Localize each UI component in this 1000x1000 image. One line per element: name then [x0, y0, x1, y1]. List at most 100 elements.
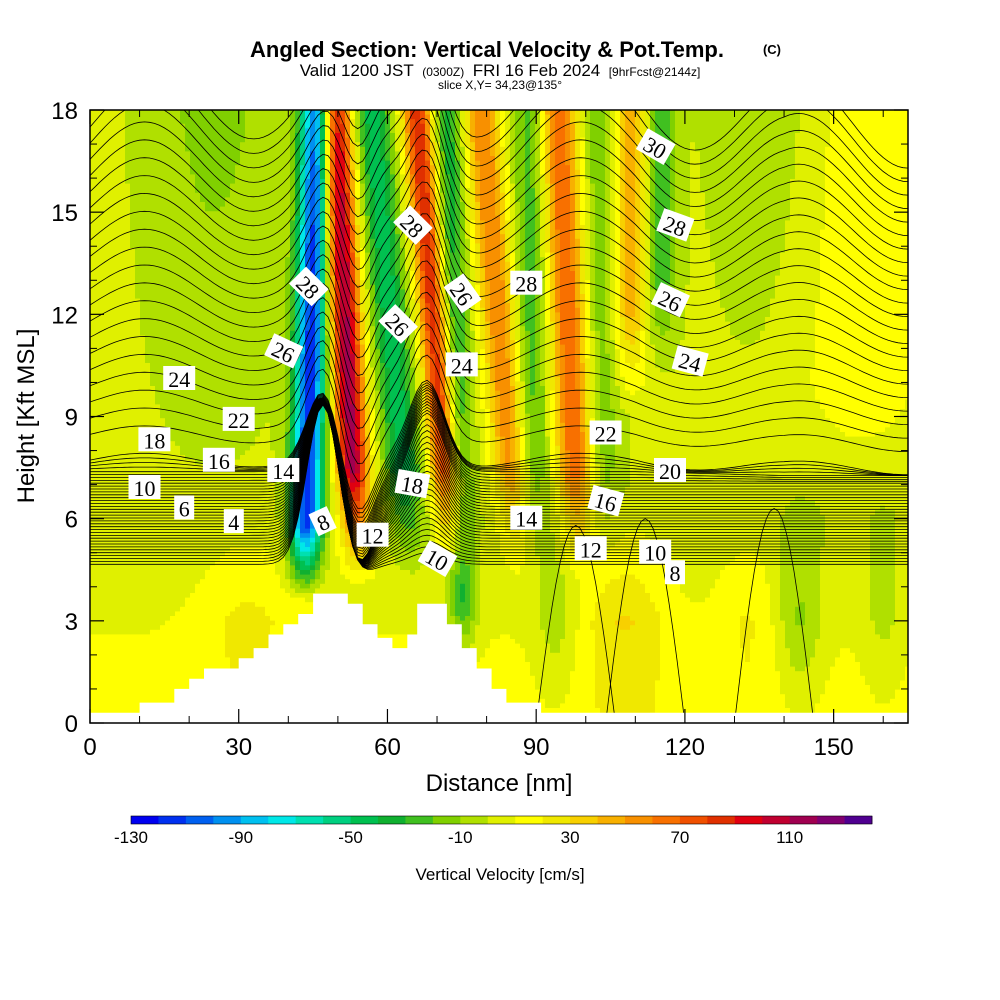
velocity-cell	[250, 128, 256, 134]
velocity-cell	[120, 570, 126, 576]
velocity-cell	[205, 367, 211, 373]
velocity-cell	[225, 335, 231, 341]
velocity-cell	[150, 137, 156, 143]
velocity-cell	[250, 510, 256, 516]
velocity-cell	[205, 372, 211, 378]
velocity-cell	[265, 634, 271, 640]
velocity-cell	[95, 234, 101, 240]
velocity-cell	[150, 565, 156, 571]
velocity-cell	[160, 496, 166, 502]
velocity-cell	[140, 174, 146, 180]
velocity-cell	[115, 381, 121, 387]
velocity-cell	[160, 146, 166, 152]
velocity-cell	[225, 399, 231, 405]
velocity-cell	[210, 220, 216, 226]
velocity-cell	[250, 616, 256, 622]
velocity-cell	[195, 261, 201, 267]
velocity-cell	[150, 183, 156, 189]
velocity-cell	[230, 367, 236, 373]
velocity-cell	[140, 666, 146, 672]
velocity-cell	[130, 519, 136, 525]
velocity-cell	[210, 432, 216, 438]
velocity-cell	[180, 588, 186, 594]
velocity-cell	[130, 243, 136, 249]
velocity-cell	[100, 179, 106, 185]
velocity-cell	[240, 335, 246, 341]
velocity-cell	[255, 128, 261, 134]
velocity-cell	[190, 261, 196, 267]
velocity-cell	[215, 142, 221, 148]
velocity-cell	[190, 574, 196, 580]
velocity-cell	[175, 266, 181, 272]
velocity-cell	[135, 560, 141, 566]
velocity-cell	[160, 473, 166, 479]
velocity-cell	[235, 441, 241, 447]
velocity-cell	[215, 280, 221, 286]
velocity-cell	[120, 303, 126, 309]
velocity-cell	[160, 459, 166, 465]
velocity-cell	[205, 542, 211, 548]
velocity-cell	[250, 234, 256, 240]
velocity-cell	[150, 620, 156, 626]
velocity-cell	[240, 340, 246, 346]
velocity-cell	[140, 257, 146, 263]
velocity-cell	[95, 376, 101, 382]
velocity-cell	[155, 289, 161, 295]
velocity-cell	[170, 248, 176, 254]
velocity-cell	[185, 422, 191, 428]
velocity-cell	[170, 427, 176, 433]
velocity-cell	[275, 188, 281, 194]
velocity-cell	[95, 432, 101, 438]
velocity-cell	[200, 487, 206, 493]
velocity-cell	[140, 229, 146, 235]
velocity-cell	[245, 151, 251, 157]
velocity-cell	[225, 436, 231, 442]
velocity-cell	[200, 390, 206, 396]
velocity-cell	[245, 505, 251, 511]
velocity-cell	[135, 634, 141, 640]
velocity-cell	[110, 588, 116, 594]
velocity-cell	[95, 565, 101, 571]
velocity-cell	[145, 229, 151, 235]
velocity-cell	[135, 606, 141, 612]
velocity-cell	[265, 317, 271, 323]
velocity-cell	[115, 487, 121, 493]
velocity-cell	[260, 142, 266, 148]
velocity-cell	[145, 146, 151, 152]
velocity-cell	[115, 570, 121, 576]
velocity-cell	[225, 542, 231, 548]
velocity-cell	[255, 192, 261, 198]
velocity-cell	[220, 275, 226, 281]
velocity-cell	[165, 303, 171, 309]
velocity-cell	[100, 358, 106, 364]
velocity-cell	[125, 307, 131, 313]
velocity-cell	[200, 482, 206, 488]
velocity-cell	[185, 215, 191, 221]
velocity-cell	[235, 367, 241, 373]
velocity-cell	[95, 271, 101, 277]
velocity-cell	[115, 335, 121, 341]
velocity-cell	[195, 450, 201, 456]
velocity-cell	[270, 275, 276, 281]
velocity-cell	[235, 583, 241, 589]
velocity-cell	[100, 363, 106, 369]
velocity-cell	[110, 510, 116, 516]
velocity-cell	[95, 648, 101, 654]
velocity-cell	[180, 390, 186, 396]
velocity-cell	[175, 625, 181, 631]
velocity-cell	[170, 114, 176, 120]
velocity-cell	[220, 574, 226, 580]
velocity-cell	[180, 349, 186, 355]
velocity-cell	[170, 422, 176, 428]
velocity-cell	[270, 238, 276, 244]
velocity-cell	[170, 528, 176, 534]
velocity-cell	[110, 537, 116, 543]
velocity-cell	[135, 445, 141, 451]
velocity-cell	[200, 519, 206, 525]
velocity-cell	[90, 133, 96, 139]
velocity-cell	[165, 597, 171, 603]
velocity-cell	[100, 542, 106, 548]
velocity-cell	[245, 639, 251, 645]
velocity-cell	[185, 579, 191, 585]
velocity-cell	[220, 629, 226, 635]
